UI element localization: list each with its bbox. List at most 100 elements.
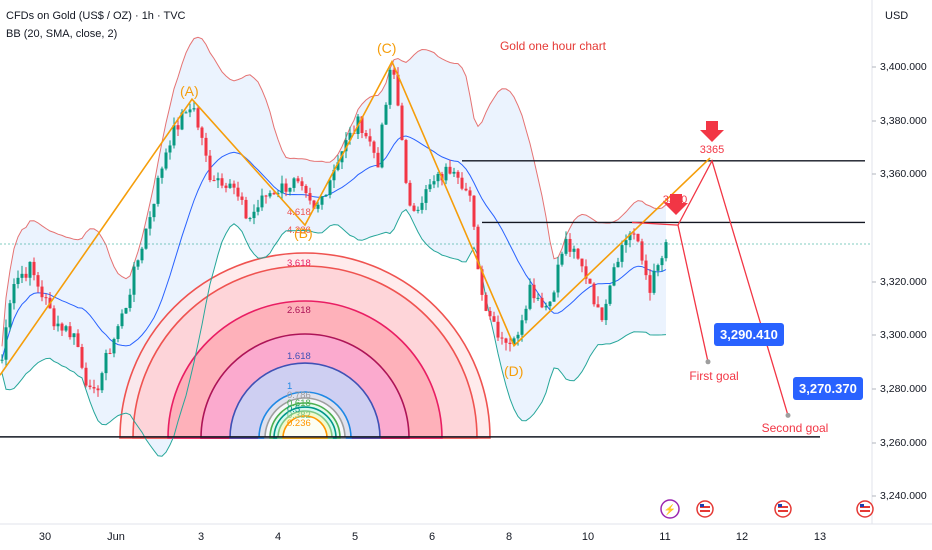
candle-body [512,338,516,345]
y-tick: 3,400.000 [880,61,927,73]
candle-body [256,207,260,212]
candle-body [392,69,396,75]
candle-body [268,193,272,197]
candle-body [508,342,512,345]
candle-body [320,196,324,205]
candle-body [176,125,180,130]
y-tick: 3,380.000 [880,115,927,127]
y-tick: 3,240.000 [880,490,927,502]
candle-body [588,278,592,284]
candle-body [120,313,124,327]
candle-body [204,137,208,156]
candle-body [664,242,668,259]
candle-body [360,116,364,133]
fib-level-label: 0.5 [287,404,300,415]
candle-body [628,233,632,241]
indicator-label[interactable]: BB (20, SMA, close, 2) [6,28,118,40]
candle-body [196,108,200,128]
candle-body [552,292,556,302]
candle-body [556,264,560,293]
candle-body [472,195,476,227]
price-tag-basis: 3,328.751 [878,268,926,280]
candle-body [20,273,24,278]
candle-body [264,195,268,197]
candle-body [396,74,400,106]
candle-body [384,104,388,125]
candle-body [224,185,228,188]
fib-level-label: 0.382 [287,410,311,421]
candle-body [624,240,628,246]
candle-body [580,258,584,267]
fib-level-label: 0.236 [287,418,311,429]
candle-body [452,171,456,174]
candle-body [476,226,480,270]
candle-body [464,188,468,191]
candle-body [60,323,64,331]
candle-body [96,388,100,391]
candle-body [432,181,436,185]
candle-body [68,326,72,338]
candle-body [648,275,652,293]
candle-body [212,180,216,182]
candle-body [492,316,496,322]
candle-body [428,184,432,190]
symbol-title[interactable]: CFDs on Gold (US$ / OZ) · 1h · TVC [6,10,186,22]
fib-arc [282,415,328,439]
bollinger-lower-line [1,208,667,457]
wave-label: (A) [180,83,199,99]
candle-body [24,273,28,278]
candle-body [548,301,552,307]
candle-body [92,387,96,389]
x-tick: 5 [351,531,359,543]
down-arrow-icon [664,194,688,215]
us-flag-stripe [778,506,788,508]
event-lightning-icon [660,499,680,519]
candle-body [84,367,88,386]
candle-body [612,267,616,286]
candle-body [76,333,80,348]
us-flag-stripe [700,510,710,512]
candle-body [652,270,656,293]
x-tick: 30 [38,531,52,543]
candle-body [164,152,168,169]
wave-label: (C) [377,40,396,56]
candle-body [136,260,140,267]
candle-body [248,218,252,220]
candle-body [0,359,4,361]
candle-body [484,294,488,311]
candle-body [528,284,532,309]
candle-body [592,283,596,305]
candle-body [504,338,508,343]
target-label-3365: 3365 [700,144,724,156]
candle-body [544,306,548,308]
candle-body [188,109,192,113]
wave-label: (D) [504,363,523,379]
candle-body [416,209,420,211]
y-tick: 3,360.000 [880,168,927,180]
first-goal-label: First goal [689,369,738,383]
candle-body [36,275,40,287]
candle-body [288,187,292,192]
chart-annotation-title: Gold one hour chart [500,39,607,53]
currency-label[interactable]: USD [885,10,909,22]
candle-body [272,193,276,195]
candle-body [260,195,264,208]
price-tag-lower: 3,316.765 [878,285,926,297]
candle-body [584,266,588,279]
candle-body [140,248,144,261]
candle-body [572,248,576,252]
candle-body [52,308,56,327]
candle-body [608,285,612,304]
candle-body [596,304,600,308]
first-goal-point [705,359,711,365]
us-flag-stripe [860,506,870,508]
candle-body [284,183,288,192]
candle-body [424,189,428,203]
second-goal-callout: 3,270.370 [793,377,863,400]
candle-body [156,177,160,204]
candle-body [144,228,148,249]
candle-body [168,145,172,153]
fib-level-label: 4.618 [287,207,311,218]
x-tick: 3 [197,531,205,543]
